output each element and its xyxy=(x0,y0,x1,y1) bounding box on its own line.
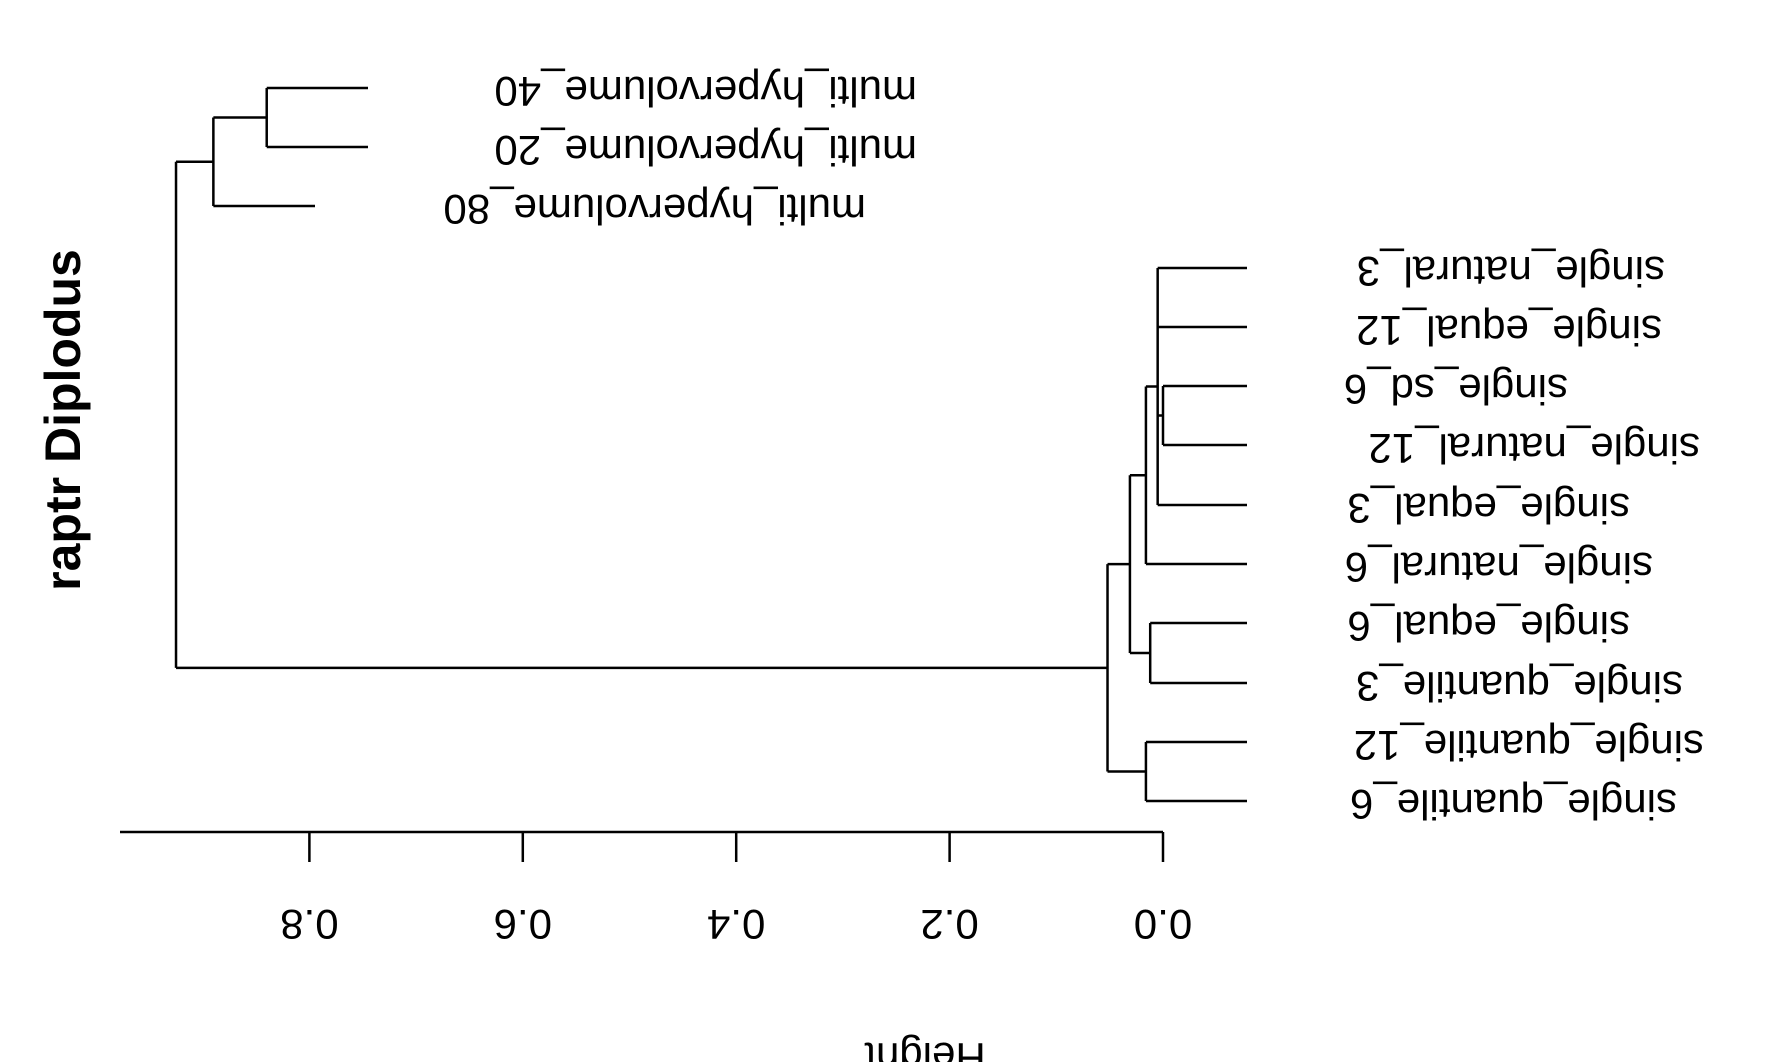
x-tick-label-0: 0.0 xyxy=(1134,901,1192,948)
x-tick-label-1: 0.2 xyxy=(920,901,978,948)
x-axis-title: Height xyxy=(864,1034,986,1062)
x-axis-ticks: 0.0 0.2 0.4 0.6 0.8 xyxy=(280,832,1192,948)
x-tick-label-3: 0.6 xyxy=(494,901,552,948)
leaf-label-4: single_equal_12 xyxy=(1356,307,1662,354)
leaf-label-10: single_quantile_3 xyxy=(1356,663,1683,710)
x-tick-label-2: 0.4 xyxy=(707,901,765,948)
leaf-label-11: single_quantile_12 xyxy=(1354,722,1704,769)
chart-title: raptr Diplodus xyxy=(35,249,91,591)
leaf-label-6: single_natural_12 xyxy=(1368,425,1700,472)
leaf-label-9: single_equal_6 xyxy=(1347,603,1630,650)
x-tick-label-4: 0.8 xyxy=(280,901,338,948)
leaf-label-8: single_natural_6 xyxy=(1345,544,1653,591)
leaf-label-12: single_quantile_6 xyxy=(1350,781,1677,828)
leaf-label-1: multi_hypervolume_20 xyxy=(494,127,917,174)
leaf-label-7: single_equal_3 xyxy=(1347,485,1630,532)
dendrogram-branches xyxy=(174,86,1247,803)
leaf-label-5: single_sd_6 xyxy=(1344,366,1568,413)
leaf-label-3: single_natural_3 xyxy=(1357,248,1665,295)
leaf-label-0: multi_hypervolume_40 xyxy=(494,68,917,115)
leaf-labels: multi_hypervolume_40 multi_hypervolume_20… xyxy=(443,68,1704,828)
leaf-label-2: multi_hypervolume_80 xyxy=(443,186,866,233)
